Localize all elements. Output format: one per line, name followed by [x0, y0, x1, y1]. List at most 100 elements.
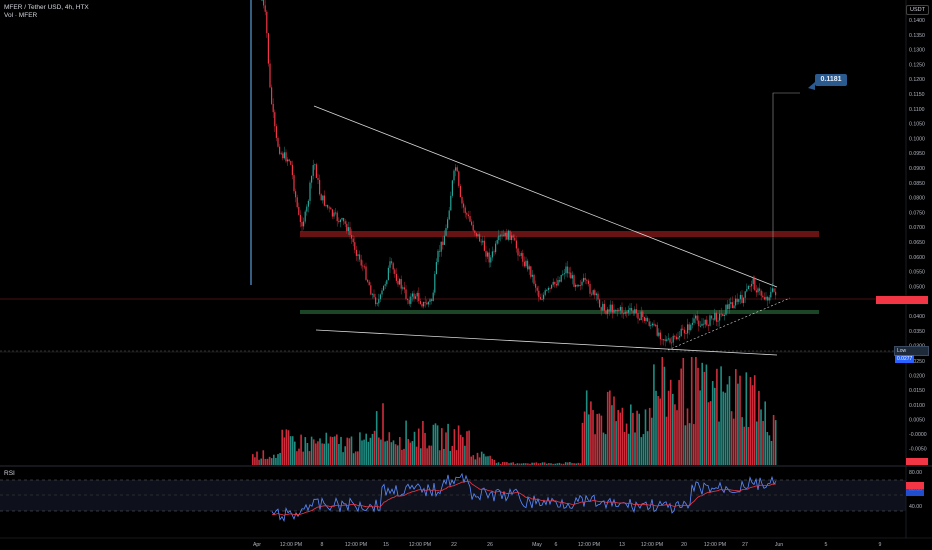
candle-body [387, 267, 389, 281]
volume-bar [535, 462, 538, 465]
candle-body [474, 230, 476, 233]
candle-body [528, 266, 530, 270]
candle-body [695, 315, 697, 319]
volume-bar [365, 433, 367, 465]
volume-bar [688, 423, 691, 465]
volume-bar [529, 463, 531, 465]
volume-bar [302, 451, 304, 465]
candle-body [411, 293, 413, 297]
candle-body [583, 277, 585, 282]
volume-bar [693, 424, 695, 465]
volume-bar [424, 432, 426, 465]
volume-bar [632, 412, 634, 465]
candle-body [391, 261, 393, 264]
candle-body [656, 324, 658, 336]
volume-bar [268, 456, 271, 465]
candle-body [688, 324, 690, 331]
volume-bar [294, 441, 296, 465]
volume-bar [552, 463, 554, 465]
candle-body [687, 324, 689, 334]
symbol-title[interactable]: MFER / Tether USD, 4h, HTX [4, 4, 89, 11]
candle-body [507, 230, 509, 240]
candle-body [699, 325, 701, 327]
volume-bar [348, 438, 351, 465]
candle-body [523, 261, 525, 267]
volume-bar [277, 454, 279, 465]
volume-bar [399, 437, 401, 465]
descending-trendline[interactable] [313, 105, 778, 288]
time-tick-label: 26 [487, 542, 493, 548]
candle-body [752, 278, 754, 284]
volume-bar [623, 432, 626, 465]
candle-body [451, 180, 453, 196]
price-tick-label: 0.1400 [909, 18, 925, 24]
candle-body [442, 241, 444, 245]
time-tick-label: 15 [383, 542, 389, 548]
candle-body [453, 170, 455, 181]
candle-body [618, 310, 620, 311]
volume-bar [443, 448, 445, 465]
volume-axis: 0.0250 0.0200 0.0150 0.0100 0.0050 -0.0000 -0.… [909, 359, 927, 453]
volume-bar [743, 426, 745, 465]
candle-body [775, 291, 777, 296]
volume-bar [281, 429, 283, 465]
candle-body [667, 338, 669, 340]
volume-bar [516, 463, 519, 465]
resistance-zone[interactable] [300, 231, 819, 237]
price-tick-label: 0.0400 [909, 314, 925, 320]
time-tick-label: 12:00 PM [641, 542, 663, 548]
price-tick-label: 0.0350 [909, 329, 925, 335]
candle-body [263, 0, 265, 6]
candle-body [440, 241, 442, 252]
candle-body [466, 213, 468, 215]
volume-bar [304, 437, 307, 465]
candle-body [303, 221, 305, 227]
candle-body [765, 296, 767, 300]
time-tick-label: 12:00 PM [704, 542, 726, 548]
volume-title[interactable]: Vol · MFER [4, 12, 38, 19]
candle-body [421, 304, 423, 307]
candle-body [371, 293, 373, 295]
volume-bar [579, 463, 582, 465]
currency-label[interactable]: USDT [906, 5, 929, 15]
volume-bar [711, 381, 714, 465]
low-price-label: Low 0.0277 [894, 346, 929, 363]
candle-body [603, 303, 605, 311]
time-axis[interactable]: Apr 12:00 PM 8 12:00 PM 15 12:00 PM 22 26 May 6 12… [253, 542, 882, 548]
measure-line [772, 92, 800, 286]
candle-body [631, 307, 633, 312]
price-callout[interactable]: 0.1181 [815, 74, 847, 86]
candle-body [499, 235, 501, 237]
candle-body [719, 313, 721, 321]
volume-bar [340, 436, 342, 465]
candle-body [637, 313, 639, 319]
candle-body [480, 241, 482, 243]
support-zone[interactable] [300, 310, 819, 314]
time-tick-label: 8 [321, 542, 324, 548]
candle-body [743, 297, 745, 304]
rsi-value-badge [906, 489, 924, 496]
rsi-ma-line [272, 480, 777, 516]
candle-body [535, 283, 537, 288]
rsi-title[interactable]: RSI [4, 470, 15, 477]
lower-trendline[interactable] [315, 329, 778, 356]
candle-body [546, 289, 548, 291]
volume-bar [550, 463, 552, 465]
candle-body [392, 263, 394, 270]
volume-bar [298, 448, 300, 465]
volume-bar [426, 448, 428, 465]
volume-bar [493, 459, 496, 465]
candle-body [472, 224, 474, 231]
candle-body [307, 200, 309, 207]
candle-body [661, 339, 663, 341]
candle-body [272, 103, 274, 113]
candle-body [674, 335, 676, 337]
candle-body [368, 281, 370, 286]
candle-body [770, 291, 772, 298]
volume-bar [560, 463, 563, 465]
volume-bar [592, 410, 594, 465]
volume-bar [367, 441, 370, 465]
volume-bar [520, 463, 523, 465]
volume-bar [648, 407, 651, 465]
